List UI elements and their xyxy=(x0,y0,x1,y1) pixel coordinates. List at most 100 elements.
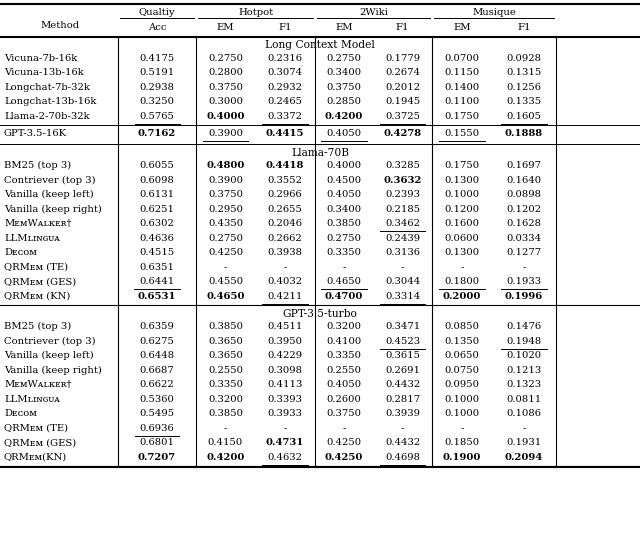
Text: -: - xyxy=(224,263,227,272)
Text: EM: EM xyxy=(335,23,353,32)
Text: 0.2932: 0.2932 xyxy=(268,83,303,92)
Text: F1: F1 xyxy=(278,23,292,32)
Text: 0.1020: 0.1020 xyxy=(506,351,541,360)
Text: 0.2316: 0.2316 xyxy=(268,54,303,63)
Text: 0.4250: 0.4250 xyxy=(208,248,243,257)
Text: 0.3750: 0.3750 xyxy=(208,83,243,92)
Text: -: - xyxy=(284,263,287,272)
Text: 0.4632: 0.4632 xyxy=(268,453,303,461)
Text: 0.3200: 0.3200 xyxy=(208,395,243,404)
Text: QRMᴇᴍ (KN): QRMᴇᴍ (KN) xyxy=(4,292,70,301)
Text: 0.4523: 0.4523 xyxy=(385,337,420,346)
Text: 0.4500: 0.4500 xyxy=(326,176,362,185)
Text: 0.1086: 0.1086 xyxy=(506,409,541,418)
Text: 0.2185: 0.2185 xyxy=(385,205,420,214)
Text: -: - xyxy=(401,424,404,433)
Text: 0.4250: 0.4250 xyxy=(326,438,362,447)
Text: 0.1202: 0.1202 xyxy=(506,205,541,214)
Text: 0.6801: 0.6801 xyxy=(140,438,175,447)
Text: 0.3400: 0.3400 xyxy=(326,205,362,214)
Text: 0.3250: 0.3250 xyxy=(140,97,175,106)
Text: 0.5765: 0.5765 xyxy=(140,112,175,121)
Text: 0.7207: 0.7207 xyxy=(138,453,176,461)
Text: 0.3000: 0.3000 xyxy=(208,97,243,106)
Text: 0.2550: 0.2550 xyxy=(326,366,362,375)
Text: Contriever (top 3): Contriever (top 3) xyxy=(4,337,95,346)
Text: 0.2600: 0.2600 xyxy=(326,395,362,404)
Text: 0.4000: 0.4000 xyxy=(326,161,362,170)
Text: 0.2012: 0.2012 xyxy=(385,83,420,92)
Text: 0.2966: 0.2966 xyxy=(268,190,302,199)
Text: 0.1100: 0.1100 xyxy=(444,97,479,106)
Text: LLMʟɪɴɢᴜᴀ: LLMʟɪɴɢᴜᴀ xyxy=(4,395,60,404)
Text: 0.4200: 0.4200 xyxy=(206,453,244,461)
Text: 0.3393: 0.3393 xyxy=(268,395,303,404)
Text: 0.4050: 0.4050 xyxy=(326,380,362,389)
Text: 0.3350: 0.3350 xyxy=(326,351,362,360)
Text: BM25 (top 3): BM25 (top 3) xyxy=(4,322,71,331)
Text: 0.2000: 0.2000 xyxy=(443,292,481,301)
Text: F1: F1 xyxy=(517,23,531,32)
Text: 0.4698: 0.4698 xyxy=(385,453,420,461)
Text: 0.3372: 0.3372 xyxy=(268,112,303,121)
Text: 0.6622: 0.6622 xyxy=(140,380,174,389)
Text: 0.2393: 0.2393 xyxy=(385,190,420,199)
Text: 0.5191: 0.5191 xyxy=(140,68,175,77)
Text: 0.0850: 0.0850 xyxy=(445,322,479,331)
Text: 0.3552: 0.3552 xyxy=(268,176,303,185)
Text: 0.1900: 0.1900 xyxy=(443,453,481,461)
Text: 0.4032: 0.4032 xyxy=(268,277,303,286)
Text: QRMᴇᴍ (GES): QRMᴇᴍ (GES) xyxy=(4,277,76,286)
Text: QRMᴇᴍ(KN): QRMᴇᴍ(KN) xyxy=(4,453,67,461)
Text: 0.2662: 0.2662 xyxy=(268,234,302,243)
Text: 0.1697: 0.1697 xyxy=(506,161,541,170)
Text: 0.4250: 0.4250 xyxy=(325,453,363,461)
Text: -: - xyxy=(522,424,525,433)
Text: 0.1779: 0.1779 xyxy=(385,54,420,63)
Text: Vanilla (keep left): Vanilla (keep left) xyxy=(4,351,93,360)
Text: 0.3632: 0.3632 xyxy=(383,176,422,185)
Text: Hotpot: Hotpot xyxy=(238,8,273,17)
Text: 0.3350: 0.3350 xyxy=(208,380,243,389)
Text: GPT-3.5-turbo: GPT-3.5-turbo xyxy=(283,309,357,319)
Text: 0.0650: 0.0650 xyxy=(445,351,479,360)
Text: 0.3750: 0.3750 xyxy=(208,190,243,199)
Text: 0.4418: 0.4418 xyxy=(266,161,304,170)
Text: 0.1300: 0.1300 xyxy=(444,248,479,257)
Text: 0.6275: 0.6275 xyxy=(140,337,175,346)
Text: 0.4200: 0.4200 xyxy=(325,112,363,121)
Text: 0.4550: 0.4550 xyxy=(208,277,243,286)
Text: 0.6098: 0.6098 xyxy=(140,176,175,185)
Text: 0.3650: 0.3650 xyxy=(208,337,243,346)
Text: -: - xyxy=(460,263,464,272)
Text: -: - xyxy=(342,424,346,433)
Text: Musique: Musique xyxy=(472,8,516,17)
Text: 0.3750: 0.3750 xyxy=(326,83,362,92)
Text: 0.4211: 0.4211 xyxy=(268,292,303,301)
Text: QRMᴇᴍ (TE): QRMᴇᴍ (TE) xyxy=(4,263,68,272)
Text: 0.4050: 0.4050 xyxy=(326,190,362,199)
Text: 0.1628: 0.1628 xyxy=(506,219,541,229)
Text: 0.3314: 0.3314 xyxy=(385,292,420,301)
Text: Long Context Model: Long Context Model xyxy=(265,41,375,51)
Text: 0.4050: 0.4050 xyxy=(326,130,362,138)
Text: 0.1323: 0.1323 xyxy=(506,380,541,389)
Text: Acc: Acc xyxy=(148,23,166,32)
Text: 0.1600: 0.1600 xyxy=(445,219,479,229)
Text: 0.2465: 0.2465 xyxy=(268,97,303,106)
Text: 0.4432: 0.4432 xyxy=(385,380,420,389)
Text: 0.1000: 0.1000 xyxy=(444,190,479,199)
Text: 0.1476: 0.1476 xyxy=(506,322,541,331)
Text: 0.4415: 0.4415 xyxy=(266,130,304,138)
Text: 0.3900: 0.3900 xyxy=(208,176,243,185)
Text: MᴇᴍWᴀʟᴋᴇʀ†: MᴇᴍWᴀʟᴋᴇʀ† xyxy=(4,219,72,229)
Text: 0.0700: 0.0700 xyxy=(445,54,479,63)
Text: Vanilla (keep left): Vanilla (keep left) xyxy=(4,190,93,199)
Text: 0.1640: 0.1640 xyxy=(506,176,541,185)
Text: 0.1000: 0.1000 xyxy=(444,395,479,404)
Text: Llama-2-70b-32k: Llama-2-70b-32k xyxy=(4,112,90,121)
Text: 0.3350: 0.3350 xyxy=(326,248,362,257)
Text: Vicuna-7b-16k: Vicuna-7b-16k xyxy=(4,54,77,63)
Text: 0.3939: 0.3939 xyxy=(385,409,420,418)
Text: Method: Method xyxy=(40,22,79,31)
